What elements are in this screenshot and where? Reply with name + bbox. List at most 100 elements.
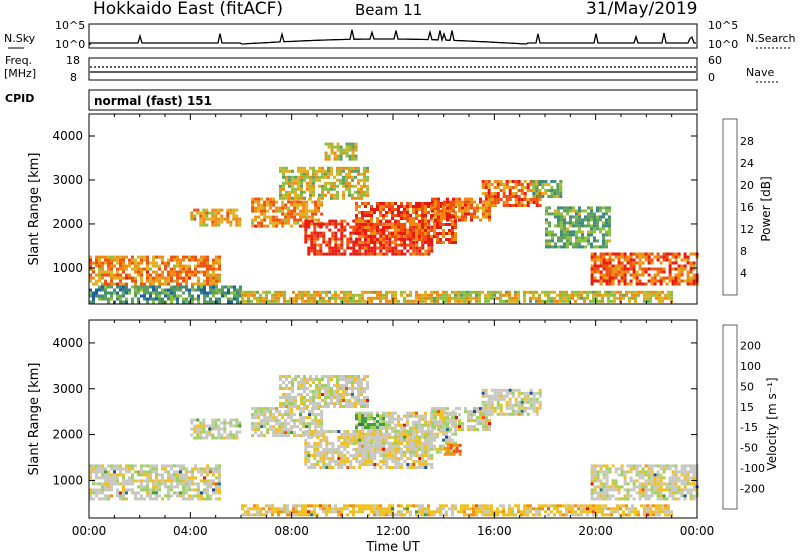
heatmap-cell [490, 290, 493, 294]
heatmap-cell [134, 285, 137, 289]
heatmap-cell [397, 214, 400, 217]
heatmap-cell [532, 394, 536, 398]
heatmap-cell [581, 239, 584, 243]
heatmap-cell [502, 293, 505, 297]
heatmap-cell [134, 494, 137, 498]
heatmap-cell [320, 212, 324, 216]
heatmap-cell [155, 273, 158, 277]
heatmap-cell [382, 232, 385, 235]
heatmap-cell [358, 299, 361, 303]
heatmap-cell [357, 178, 360, 182]
heatmap-cell [312, 405, 315, 408]
heatmap-cell [424, 232, 427, 235]
heatmap-cell [593, 218, 596, 222]
heatmap-cell [170, 485, 173, 489]
heatmap-cell [342, 151, 346, 155]
heatmap-cell [547, 296, 550, 300]
heatmap-cell [412, 246, 416, 250]
heatmap-cell [545, 209, 548, 213]
heatmap-cell [505, 186, 509, 189]
heatmap-cell [487, 397, 491, 401]
heatmap-cell [233, 294, 236, 298]
heatmap-cell [478, 299, 481, 303]
heatmap-cell [188, 267, 191, 271]
heatmap-cell [440, 413, 443, 417]
heatmap-cell [197, 285, 200, 289]
heatmap-cell [434, 218, 437, 222]
heatmap-cell [337, 228, 341, 232]
heatmap-cell [137, 473, 140, 477]
heatmap-cell [427, 205, 430, 208]
heatmap-cell [125, 467, 128, 471]
heatmap-cell [484, 400, 488, 404]
heatmap-cell [288, 405, 291, 408]
heatmap-cell [185, 473, 188, 477]
heatmap-cell [116, 273, 119, 277]
heatmap-cell [593, 215, 596, 219]
heatmap-cell [433, 296, 436, 300]
heatmap-cell [294, 175, 297, 179]
heatmap-cell [677, 252, 681, 256]
heatmap-cell [361, 444, 364, 448]
heatmap-cell [596, 209, 599, 213]
heatmap-cell [357, 396, 360, 399]
heatmap-cell [352, 249, 356, 253]
heatmap-cell [340, 466, 344, 469]
heatmap-cell [218, 258, 221, 262]
heatmap-cell [281, 200, 285, 204]
heatmap-cell [418, 252, 422, 256]
heatmap-cell [284, 215, 288, 219]
heatmap-cell [122, 288, 125, 292]
heatmap-cell [104, 470, 107, 474]
heatmap-cell [188, 255, 191, 259]
heatmap-cell [279, 396, 282, 399]
heatmap-cell [209, 482, 212, 486]
heatmap-cell [397, 417, 400, 421]
heatmap-cell [535, 299, 538, 303]
heatmap-cell [218, 485, 221, 489]
heatmap-cell [122, 261, 125, 265]
heatmap-cell [327, 387, 330, 390]
heatmap-cell [190, 211, 194, 215]
heatmap-cell [599, 273, 603, 277]
heatmap-cell [499, 397, 503, 401]
heatmap-cell [545, 221, 548, 225]
heatmap-cell [599, 282, 603, 286]
heatmap-cell [342, 378, 345, 381]
heatmap-cell [505, 180, 509, 183]
heatmap-cell [448, 438, 451, 442]
heatmap-cell [382, 457, 386, 460]
heatmap-cell [364, 450, 367, 454]
heatmap-cell [260, 203, 264, 207]
heatmap-cell [397, 228, 401, 232]
heatmap-cell [487, 180, 491, 183]
heatmap-cell [205, 223, 209, 227]
heatmap-cell [182, 467, 185, 471]
heatmap-cell [440, 215, 443, 219]
heatmap-cell [215, 261, 218, 265]
heatmap-cell [269, 215, 273, 219]
heatmap-cell [351, 154, 355, 158]
heatmap-cell [134, 279, 137, 283]
heatmap-cell [205, 217, 209, 221]
heatmap-cell [206, 479, 209, 483]
heatmap-cell [439, 447, 442, 451]
heatmap-cell [427, 423, 430, 427]
heatmap-cell [211, 427, 215, 431]
heatmap-cell [455, 407, 458, 411]
heatmap-cell [424, 211, 427, 214]
heatmap-cell [343, 293, 346, 297]
heatmap-cell [484, 299, 487, 303]
heatmap-cell [149, 297, 152, 301]
heatmap-cell [360, 393, 363, 396]
heatmap-cell [324, 396, 327, 399]
heatmap-cell [322, 457, 326, 460]
heatmap-cell [394, 226, 397, 229]
heatmap-cell [357, 387, 360, 390]
heatmap-cell [479, 407, 482, 411]
heatmap-cell [149, 294, 152, 298]
heatmap-cell [167, 270, 170, 274]
heatmap-cell [415, 290, 418, 294]
heatmap-cell [342, 390, 345, 393]
heatmap-cell [454, 232, 457, 235]
